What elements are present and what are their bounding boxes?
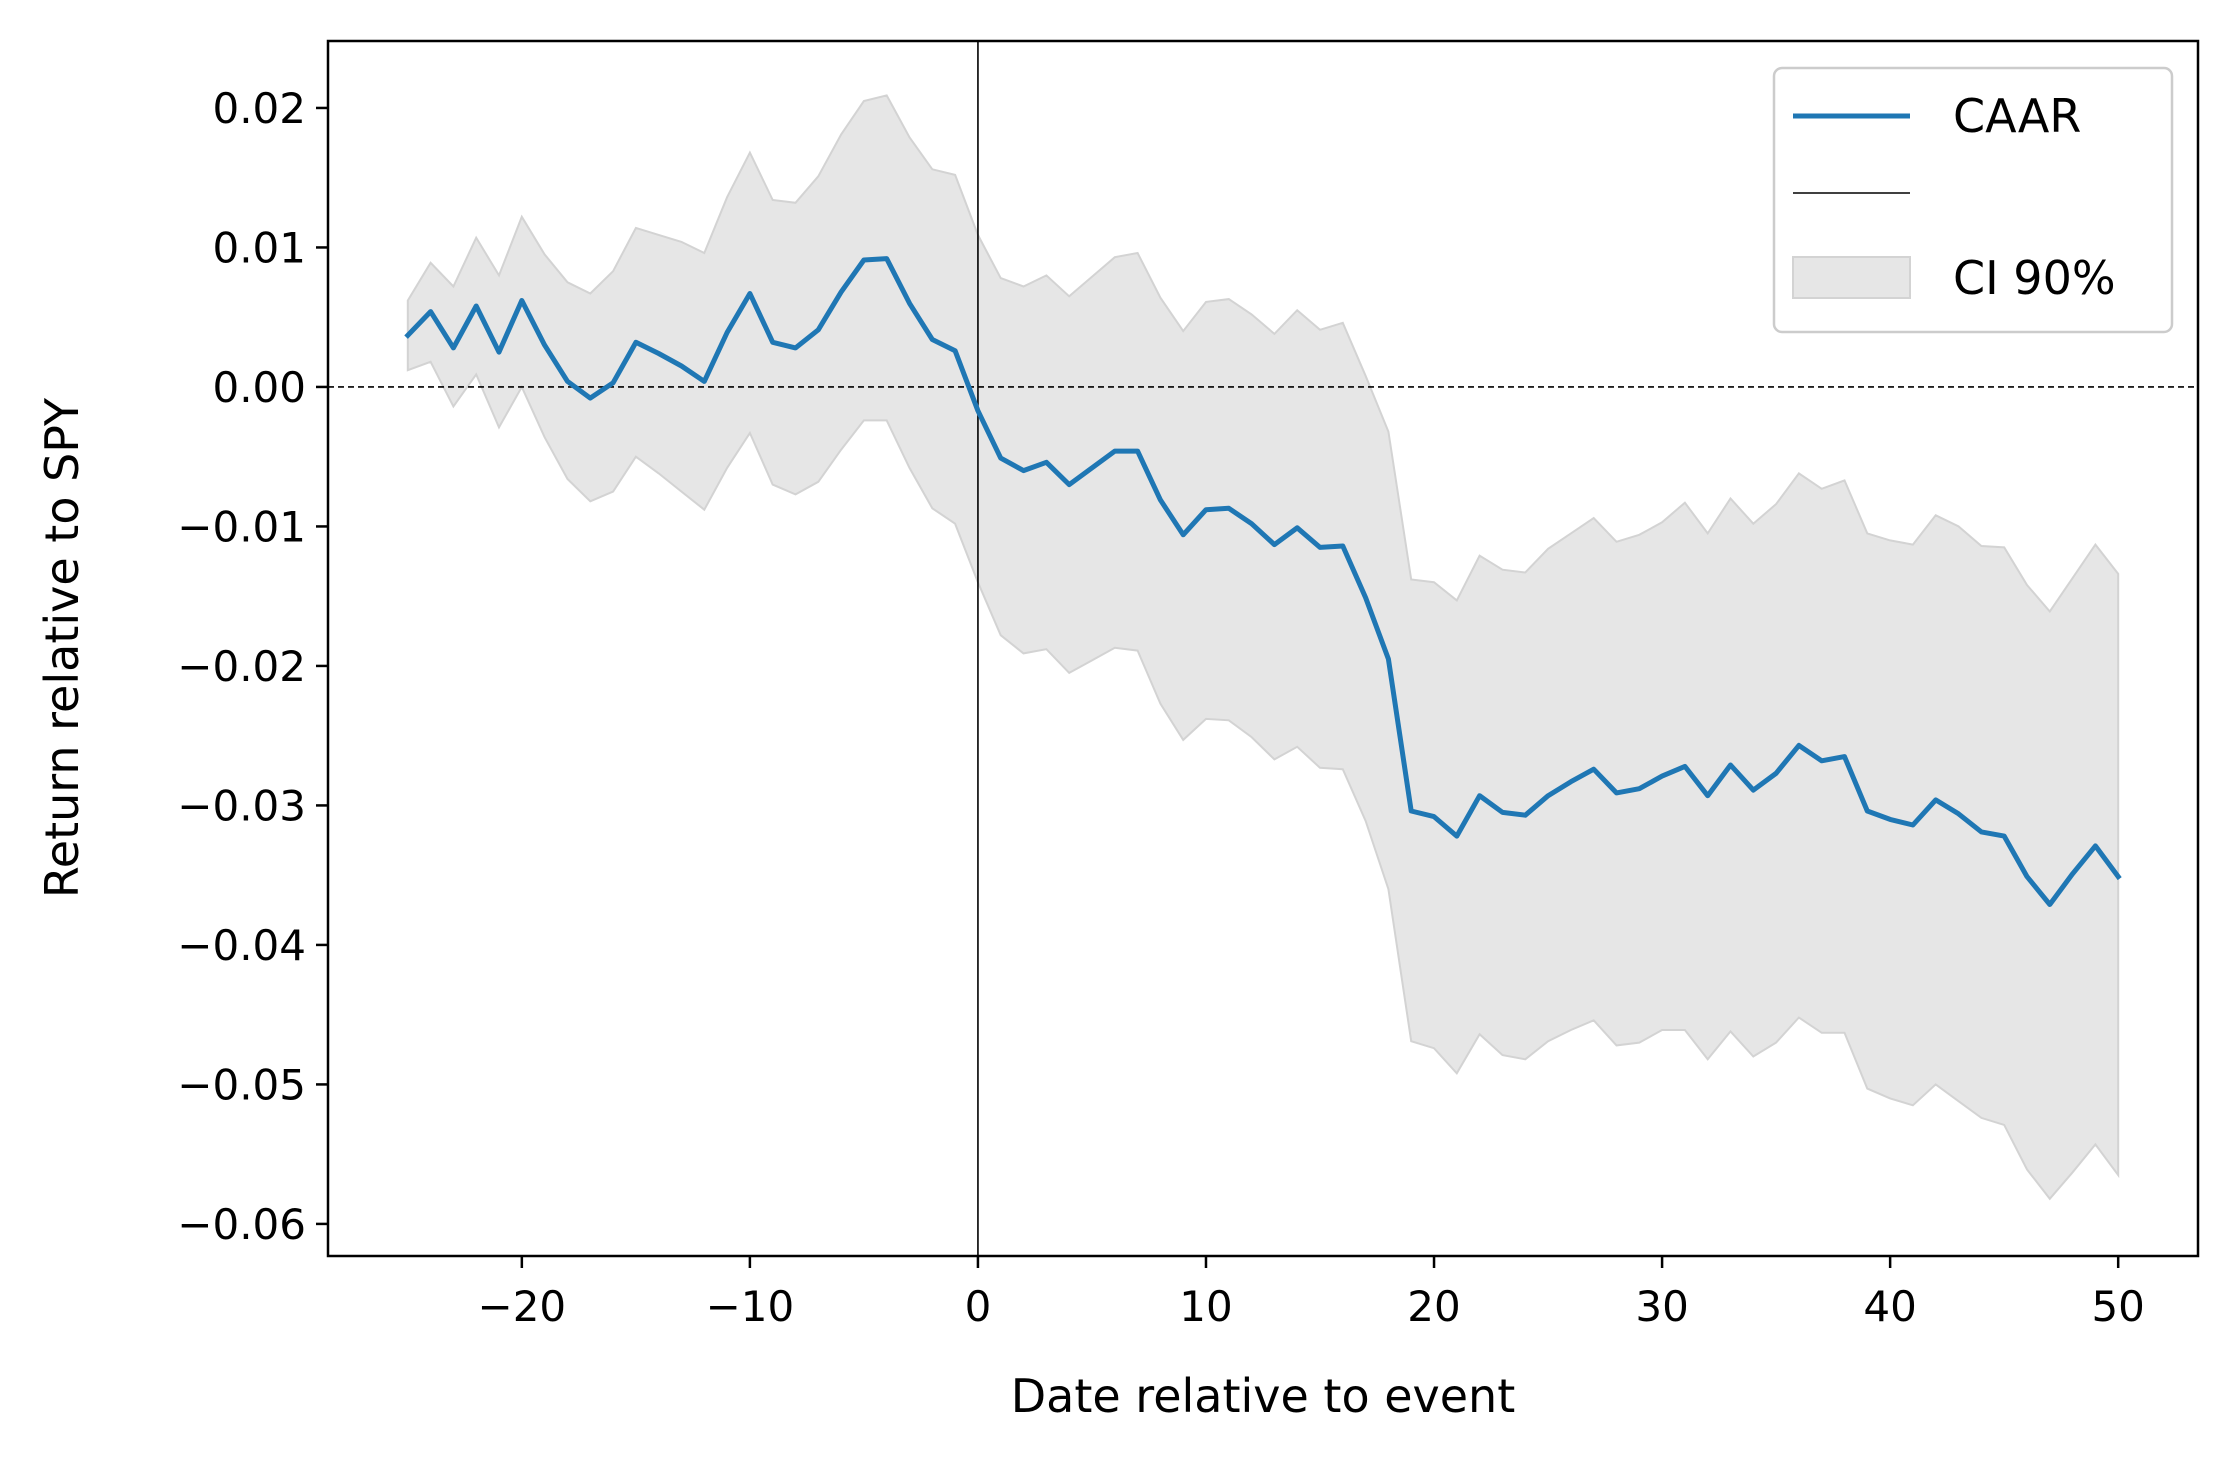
y-tick-label: −0.03	[177, 781, 306, 830]
legend-ci-swatch	[1792, 256, 1911, 299]
y-tick-label: 0.00	[212, 363, 306, 412]
y-tick-label: −0.04	[177, 921, 306, 970]
x-tick-label: 40	[1863, 1282, 1916, 1331]
series-layer	[404, 256, 2122, 907]
x-axis-ticks: −20 −10 0 10 20 30 40 50	[478, 1256, 2145, 1331]
legend-ci-label: CI 90%	[1953, 251, 2116, 305]
x-tick-label: 20	[1407, 1282, 1460, 1331]
y-tick-label: 0.02	[212, 84, 306, 133]
y-tick-label: −0.06	[177, 1200, 306, 1249]
x-tick-label: 50	[2091, 1282, 2144, 1331]
x-axis-label: Date relative to event	[1011, 1369, 1516, 1423]
legend-caar-label: CAAR	[1953, 89, 2081, 143]
ci-band-layer	[406, 94, 2120, 1201]
y-tick-label: −0.05	[177, 1060, 306, 1109]
x-tick-label: 10	[1179, 1282, 1232, 1331]
y-tick-label: 0.01	[212, 223, 306, 272]
y-axis-ticks: 0.02 0.01 0.00 −0.01 −0.02 −0.03 −0.04 −0.05 −0.…	[177, 84, 328, 1249]
ci-band	[406, 94, 2120, 1201]
y-tick-label: −0.02	[177, 642, 306, 691]
y-tick-label: −0.01	[177, 502, 306, 551]
reference-lines-layer	[328, 41, 2198, 1256]
x-tick-label: −10	[706, 1282, 795, 1331]
caar-line	[404, 256, 2122, 907]
x-tick-label: 0	[965, 1282, 992, 1331]
y-axis-label: Return relative to SPY	[35, 397, 89, 898]
legend: CAAR CI 90%	[1772, 66, 2174, 334]
x-tick-label: 30	[1635, 1282, 1688, 1331]
x-tick-label: −20	[478, 1282, 567, 1331]
plot-area-frame	[326, 39, 2200, 1258]
